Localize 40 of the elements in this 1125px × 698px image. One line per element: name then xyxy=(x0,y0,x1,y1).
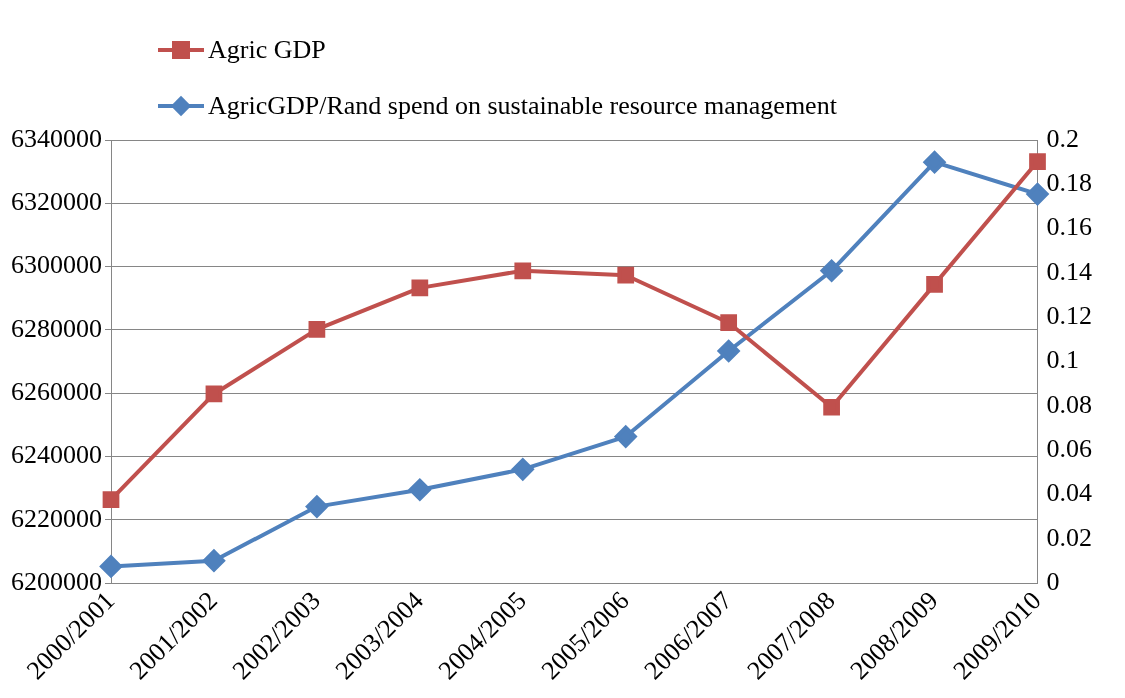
point xyxy=(202,549,225,572)
point xyxy=(205,385,223,403)
point xyxy=(926,276,943,293)
point xyxy=(514,262,532,280)
point xyxy=(720,314,738,332)
y2-tick-label: 0.12 xyxy=(1046,301,1092,331)
legend-label: Agric GDP xyxy=(208,35,326,65)
y2-tick-label: 0.04 xyxy=(1046,478,1092,508)
legend-label: AgricGDP/Rand spend on sustainable resource management xyxy=(208,91,837,121)
y-tick-label: 6220000 xyxy=(11,503,102,533)
y-tick-label: 6240000 xyxy=(11,440,102,470)
point xyxy=(411,279,429,297)
y2-tick-label: 0.06 xyxy=(1046,434,1092,464)
point xyxy=(308,320,326,338)
point xyxy=(305,495,328,518)
point xyxy=(820,259,843,282)
point xyxy=(1029,153,1046,170)
y2-tick-label: 0.08 xyxy=(1046,389,1092,419)
y2-tick-label: 0.1 xyxy=(1046,345,1079,375)
point xyxy=(511,458,534,481)
point xyxy=(102,491,120,509)
y2-tick-label: 0 xyxy=(1046,567,1060,597)
point xyxy=(408,478,431,501)
y-tick-label: 6320000 xyxy=(11,187,102,217)
point xyxy=(1026,183,1049,206)
y2-tick-label: 0.18 xyxy=(1046,168,1092,198)
y-tick-label: 6280000 xyxy=(11,313,102,343)
y-tick-label: 6300000 xyxy=(11,250,102,280)
y2-tick-label: 0.2 xyxy=(1046,123,1079,153)
y-tick-label: 6340000 xyxy=(11,123,102,153)
point xyxy=(614,425,637,448)
point xyxy=(823,398,840,416)
point xyxy=(100,555,122,578)
y2-tick-label: 0.14 xyxy=(1046,256,1092,286)
y2-tick-label: 0.16 xyxy=(1046,212,1092,242)
point xyxy=(617,266,635,284)
y-tick-label: 6260000 xyxy=(11,377,102,407)
point xyxy=(717,340,740,363)
point xyxy=(923,151,946,174)
y2-tick-label: 0.02 xyxy=(1046,522,1092,552)
